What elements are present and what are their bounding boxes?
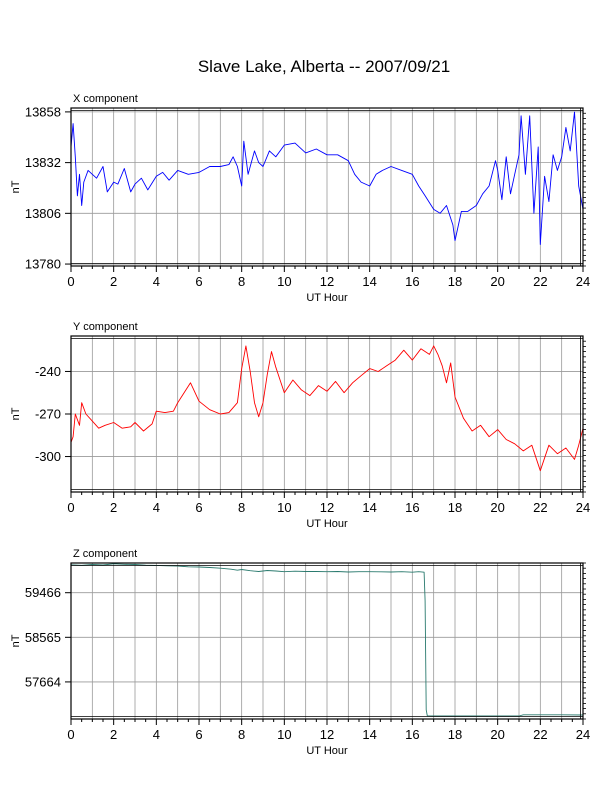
x-tick-label: 14 [362,274,376,289]
y-tick-label: -300 [35,449,61,464]
x-tick-label: 16 [405,727,419,742]
y-tick-label: 59466 [25,585,61,600]
y-tick-label: 57664 [25,674,61,689]
y-axis-label: nT [10,180,22,193]
x-tick-label: 24 [576,727,590,742]
chart-title: Slave Lake, Alberta -- 2007/09/21 [197,57,451,76]
x-tick-label: 0 [67,274,74,289]
x-tick-label: 18 [448,274,462,289]
x-tick-label: 6 [195,274,202,289]
x-tick-label: 0 [67,727,74,742]
x-tick-label: 22 [533,727,547,742]
x-tick-label: 22 [533,500,547,515]
y-tick-label: 13858 [25,104,61,119]
y-axis-label: nT [10,407,22,420]
x-tick-label: 4 [153,500,160,515]
x-tick-label: 2 [110,274,117,289]
x-tick-label: 12 [320,500,334,515]
x-tick-label: 16 [405,500,419,515]
x-tick-label: 20 [490,274,504,289]
x-tick-label: 0 [67,500,74,515]
x-tick-label: 22 [533,274,547,289]
x-tick-label: 2 [110,727,117,742]
y-tick-label: -270 [35,407,61,422]
y-tick-label: 13780 [25,257,61,272]
x-tick-label: 8 [238,274,245,289]
y-tick-label: 13806 [25,206,61,221]
x-tick-label: 20 [490,727,504,742]
y-tick-label: 58565 [25,630,61,645]
x-tick-label: 24 [576,500,590,515]
x-tick-label: 4 [153,274,160,289]
x-axis-label: UT Hour [306,518,348,530]
panel-title: Z component [73,548,137,560]
x-tick-label: 18 [448,500,462,515]
x-axis-label: UT Hour [306,745,348,757]
x-axis-label: UT Hour [306,292,348,304]
panel-1: 0 2 4 6 8 10 12 14 16 18 20 22 241378013806138321385… [10,93,590,304]
x-tick-label: 8 [238,727,245,742]
x-tick-label: 20 [490,500,504,515]
data-line [71,345,583,472]
x-tick-label: 6 [195,727,202,742]
panel-title: X component [73,93,138,105]
panel-title: Y component [73,321,138,333]
x-tick-label: 10 [277,500,291,515]
x-tick-label: 16 [405,274,419,289]
x-tick-label: 24 [576,274,590,289]
x-tick-label: 12 [320,727,334,742]
x-tick-label: 8 [238,500,245,515]
x-tick-label: 14 [362,500,376,515]
x-tick-label: 4 [153,727,160,742]
y-tick-label: 13832 [25,155,61,170]
data-line [71,111,583,245]
y-axis-label: nT [10,634,22,647]
x-tick-label: 18 [448,727,462,742]
x-tick-label: 10 [277,727,291,742]
y-tick-label: -240 [35,364,61,379]
x-tick-label: 2 [110,500,117,515]
x-tick-label: 12 [320,274,334,289]
x-tick-label: 6 [195,500,202,515]
x-tick-label: 14 [362,727,376,742]
x-tick-label: 10 [277,274,291,289]
